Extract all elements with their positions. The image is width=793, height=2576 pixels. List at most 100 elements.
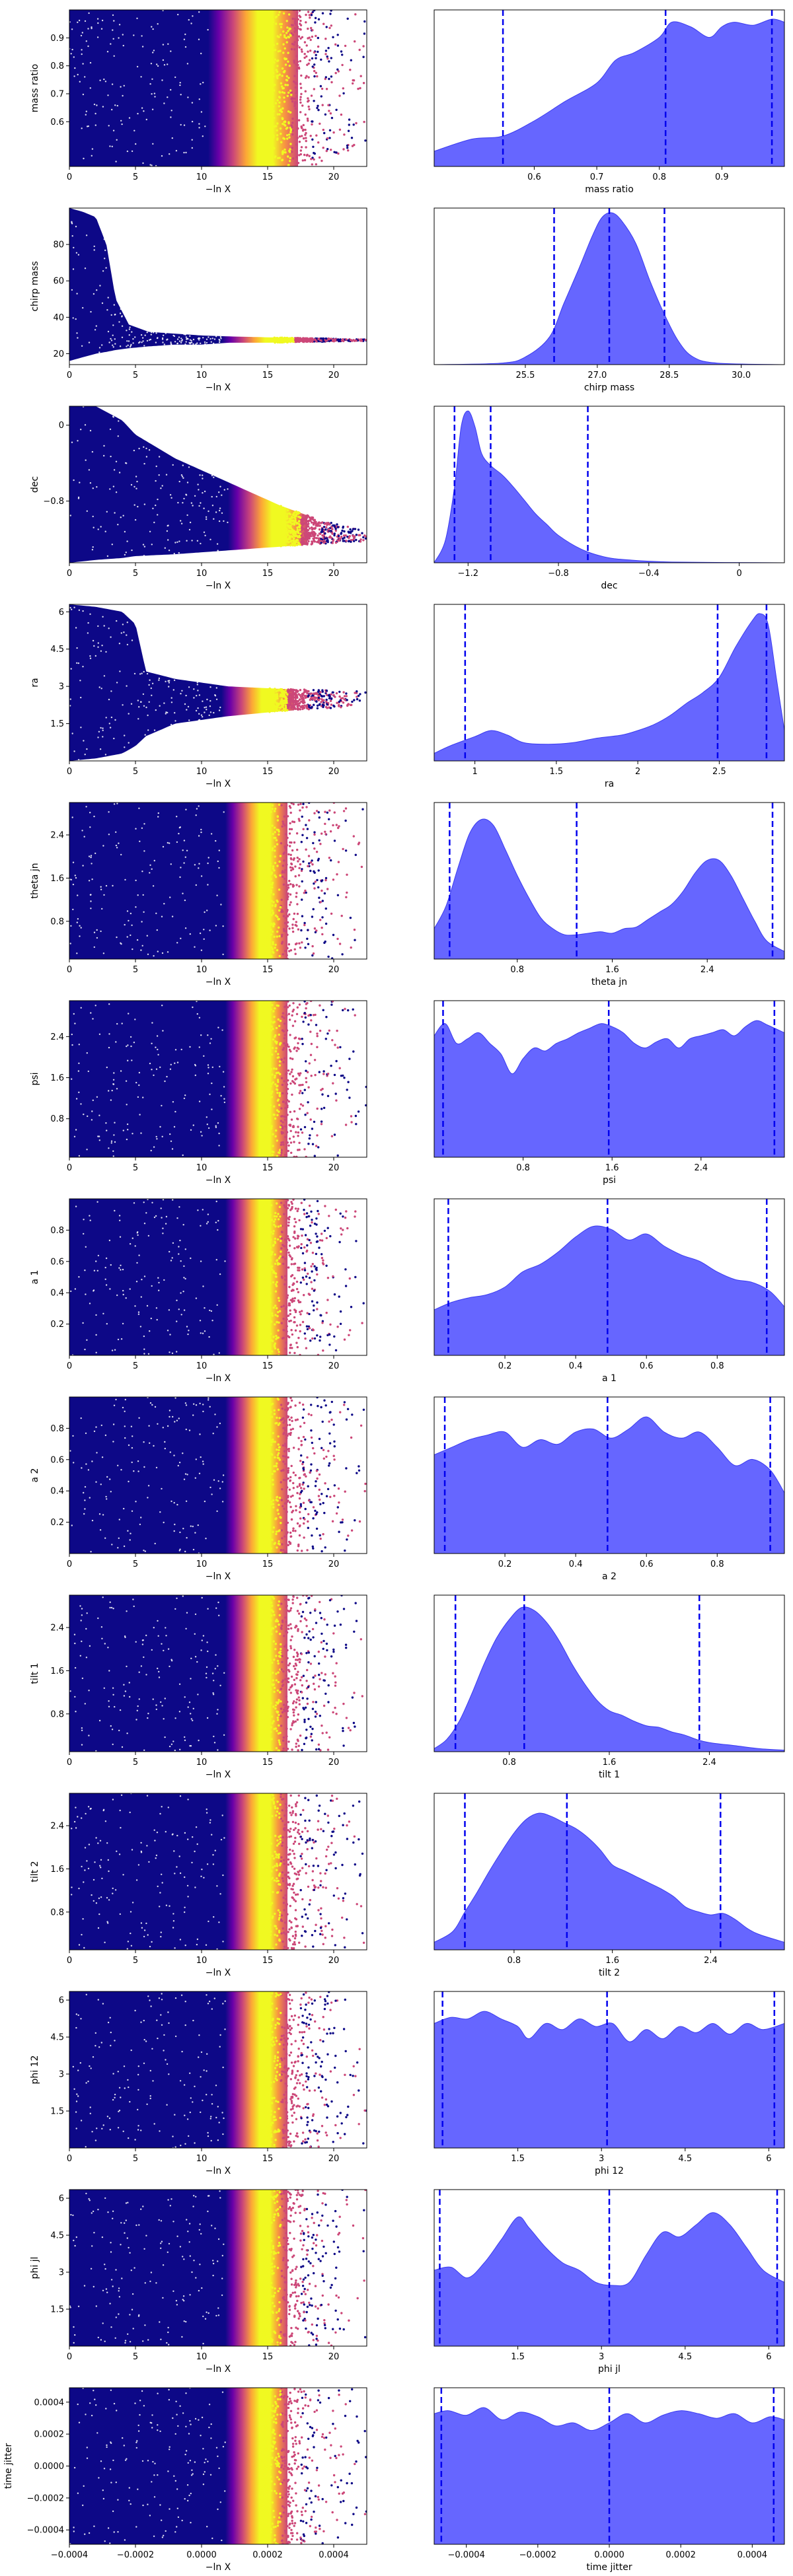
y-axis-label: phi 12 — [30, 2056, 40, 2085]
posterior-panel-7: 0.2 0.4 0.6 0.8 a 2 — [434, 1396, 785, 1582]
y-tick-label: 80 — [53, 240, 64, 250]
x-tick-label: 15 — [262, 371, 274, 380]
y-tick-label: 40 — [53, 313, 64, 323]
x-tick-label: 2.4 — [700, 965, 714, 975]
x-tick-label: 0 — [67, 1956, 72, 1966]
x-tick-label: 1.5 — [511, 2154, 525, 2164]
sample-points — [69, 208, 367, 361]
x-axis-label: time jitter — [586, 2562, 632, 2573]
x-tick-label: 0.2 — [498, 1361, 512, 1371]
sample-points — [69, 604, 367, 761]
hot-sample-band — [225, 1001, 287, 1157]
trace-panel-12: −0.0004 −0.0002 0.0000 0.0002 0.0004 time jit… — [3, 2387, 367, 2573]
axes-frame — [69, 1991, 367, 2149]
x-tick-label: 20 — [328, 569, 340, 579]
axes-frame — [434, 9, 785, 167]
x-tick-label: 0 — [67, 767, 72, 777]
y-tick-label: 2.4 — [50, 1032, 64, 1042]
x-tick-label: 10 — [196, 1163, 208, 1173]
axes-frame — [69, 604, 367, 762]
x-tick-label: 10 — [196, 1559, 208, 1569]
y-tick-label: 0.8 — [50, 917, 64, 927]
x-tick-label: 2.4 — [694, 1163, 708, 1173]
x-tick-label: 0 — [67, 371, 72, 380]
hot-sample-band — [225, 2388, 287, 2544]
posterior-density — [434, 1416, 784, 1554]
x-tick-label: 10 — [196, 1956, 208, 1966]
x-tick-label: 15 — [262, 1956, 274, 1966]
axes-frame — [434, 1991, 785, 2149]
x-tick-label: 20 — [328, 2154, 340, 2164]
x-axis-label: tilt 2 — [599, 1968, 620, 1978]
y-axis-label: phi jl — [30, 2257, 40, 2279]
posterior-panel-9: 0.8 1.6 2.4 tilt 2 — [434, 1793, 785, 1978]
x-tick-label: 5 — [133, 1559, 138, 1569]
x-tick-label: 10 — [196, 965, 208, 975]
posterior-density — [434, 818, 784, 959]
trace-panel-7: 0.2 0.4 0.6 0.8 a 2 0 5 10 15 20 −ln X — [30, 1396, 367, 1582]
cold-sample-body — [69, 10, 208, 166]
x-tick-label: 4.5 — [678, 2154, 692, 2164]
y-tick-label: 0.8 — [50, 61, 64, 71]
y-tick-label: 1.5 — [50, 2305, 64, 2315]
posterior-density — [434, 410, 784, 563]
x-tick-label: 10 — [196, 371, 208, 380]
hot-sample-band — [225, 1397, 287, 1554]
y-axis-label: psi — [30, 1072, 40, 1085]
y-tick-label: 0.0004 — [34, 2398, 65, 2408]
x-tick-label: 0 — [67, 1361, 72, 1371]
y-axis-label: dec — [30, 476, 40, 493]
sample-points — [69, 803, 364, 959]
y-tick-label: 0.4 — [50, 1487, 64, 1497]
sample-points — [69, 1199, 365, 1355]
axes-frame — [69, 1000, 367, 1158]
x-tick-label: 0 — [67, 1758, 72, 1768]
x-tick-label: 5 — [133, 569, 138, 579]
trace-panel-0: 0.6 0.7 0.8 0.9 mass ratio 0 5 10 15 20 −ln X — [30, 9, 367, 195]
axes-frame — [434, 1396, 785, 1554]
axes-frame — [434, 207, 785, 365]
hot-sample-band — [225, 803, 287, 959]
x-tick-label: 3 — [599, 2154, 604, 2164]
x-tick-label: 3 — [599, 2352, 604, 2362]
y-tick-label: 0 — [59, 421, 64, 431]
y-tick-label: 0.8 — [50, 1226, 64, 1236]
y-tick-label: 1.5 — [50, 2107, 64, 2117]
x-axis-label: −ln X — [206, 1571, 231, 1582]
x-tick-label: 15 — [262, 965, 274, 975]
x-tick-label: 0 — [736, 569, 741, 579]
y-tick-label: 0.2 — [50, 1518, 64, 1528]
y-tick-label: −0.8 — [43, 497, 64, 507]
x-axis-label: −ln X — [206, 1770, 231, 1780]
posterior-density — [434, 1606, 784, 1752]
x-axis-label: tilt 1 — [599, 1770, 620, 1780]
x-tick-label: 2.4 — [702, 1758, 716, 1768]
posterior-density — [434, 2212, 784, 2346]
x-tick-label: 0.0002 — [665, 2550, 696, 2560]
y-tick-label: 2.4 — [50, 1624, 64, 1633]
x-tick-label: 0.9 — [715, 172, 729, 182]
x-tick-label: 5 — [133, 1361, 138, 1371]
x-axis-label: −ln X — [206, 1175, 231, 1186]
x-axis-label: theta jn — [591, 977, 627, 987]
y-tick-label: −0.0002 — [27, 2493, 64, 2503]
x-tick-label: 20 — [328, 1559, 340, 1569]
posterior-panel-10: 1.5 3 4.5 6 phi 12 — [434, 1991, 785, 2176]
cold-sample-body — [69, 1199, 225, 1355]
y-tick-label: 0.6 — [50, 118, 64, 127]
posterior-panel-1: 25.5 27.0 28.5 30.0 chirp mass — [434, 207, 785, 393]
x-tick-label: 20 — [328, 767, 340, 777]
y-tick-label: 4.5 — [50, 2033, 64, 2043]
axes-frame — [69, 406, 367, 563]
x-axis-label: phi 12 — [595, 2166, 624, 2176]
sample-points — [69, 1001, 367, 1157]
posterior-panel-2: −1.2 −0.8 −0.4 0 dec — [434, 406, 785, 591]
cold-sample-body — [69, 1397, 225, 1554]
y-tick-label: 0.2 — [50, 1320, 64, 1330]
x-tick-label: 4.5 — [678, 2352, 692, 2362]
x-tick-label: 28.5 — [660, 371, 679, 380]
y-tick-label: 0.8 — [50, 1424, 64, 1434]
x-tick-label: 1.5 — [511, 2352, 525, 2362]
x-tick-label: 15 — [262, 1163, 274, 1173]
x-tick-label: 0 — [67, 569, 72, 579]
